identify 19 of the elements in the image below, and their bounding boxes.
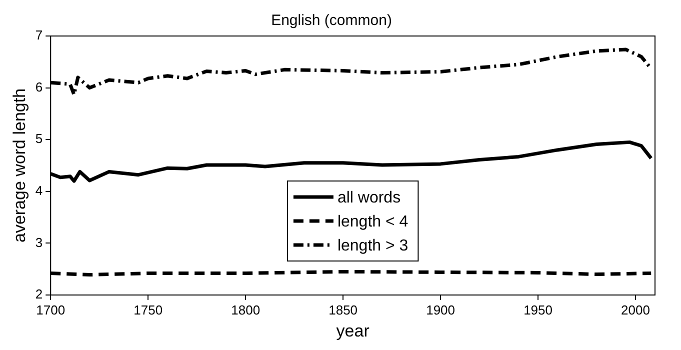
chart-title: English (common) (271, 12, 392, 30)
x-axis-title: year (336, 321, 370, 340)
legend-label: all words (337, 189, 401, 206)
y-axis-title: average word length (10, 88, 29, 243)
y-tick-label: 3 (35, 234, 43, 250)
x-tick-label: 1800 (231, 302, 260, 318)
x-tick-label: 1900 (426, 302, 456, 318)
y-tick-label: 2 (35, 286, 43, 302)
y-tick-label: 5 (35, 131, 43, 146)
y-tick-label: 6 (35, 79, 43, 94)
x-tick-label: 1850 (328, 302, 358, 318)
x-tick-label: 2000 (621, 302, 650, 318)
y-tick-label: 7 (35, 28, 43, 43)
y-tick-label: 4 (35, 182, 43, 198)
legend-label: length < 4 (337, 213, 408, 230)
x-tick-label: 1950 (524, 302, 552, 318)
legend-label: length > 3 (337, 237, 408, 254)
x-tick-label: 1700 (36, 302, 66, 318)
x-tick-label: 1750 (134, 302, 163, 318)
